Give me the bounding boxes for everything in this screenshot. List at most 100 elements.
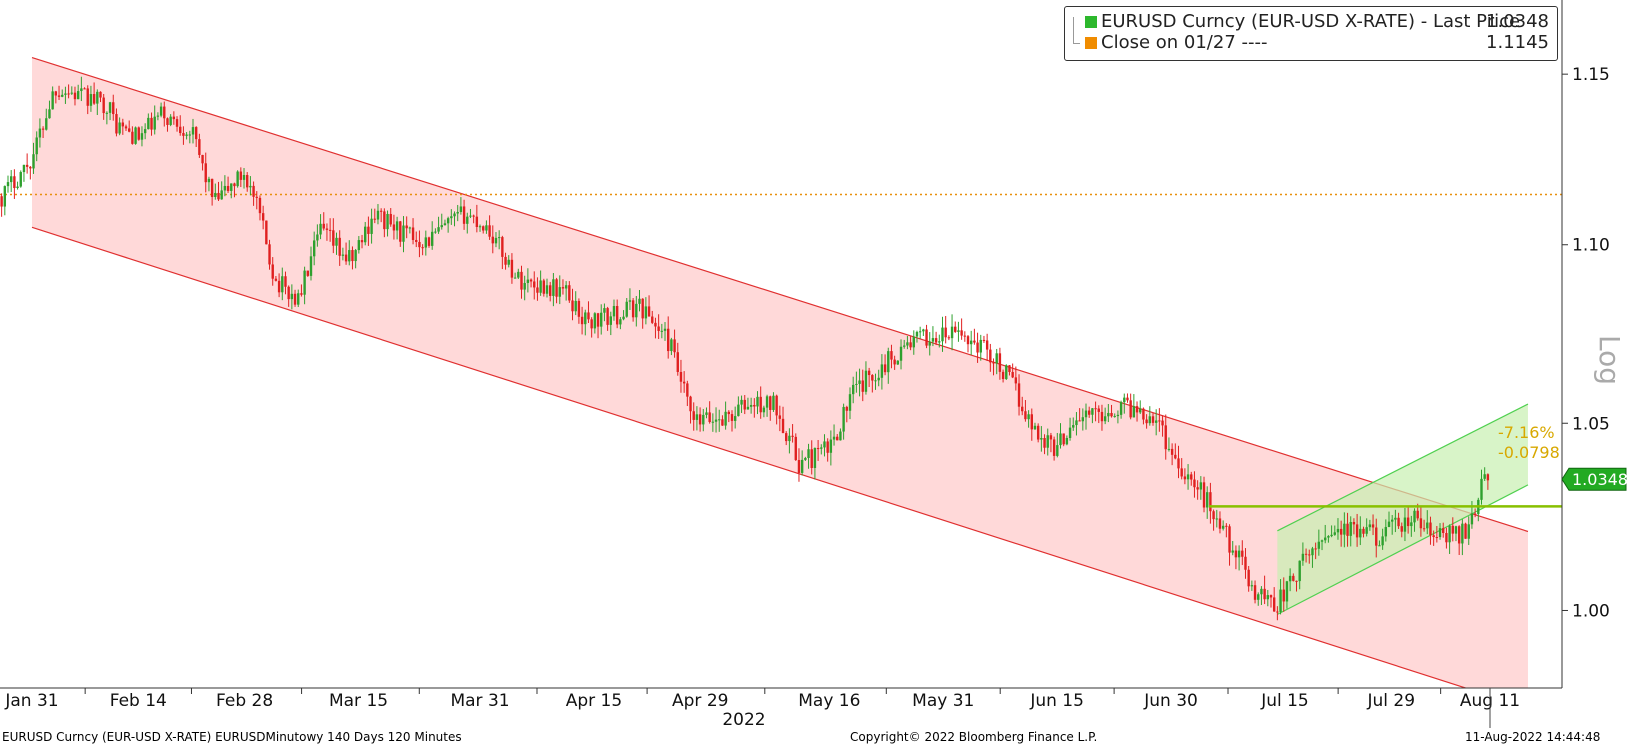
candle-body [1088,410,1091,415]
candle-body [194,127,198,140]
candle-body [820,447,823,449]
candle-body [568,285,571,301]
candle-body [338,237,341,256]
candle-body [335,237,338,246]
candle-body [555,279,558,297]
x-tick-label: Mar 15 [329,691,388,711]
candle-body [1333,532,1336,535]
candle-body [13,176,16,189]
x-tick-label: Jan 31 [4,691,58,711]
candle-body [1355,524,1359,538]
candle-body [1040,437,1043,440]
x-tick-label: Jun 30 [1143,691,1198,711]
candle-body [249,185,252,188]
candle-body [1432,535,1435,538]
candle-body [143,129,147,134]
candle-body [456,211,459,214]
last-price-tag [1561,467,1627,491]
candle-body [1126,397,1129,401]
candle-body [590,319,593,329]
candle-body [1308,554,1311,556]
candle-body [239,171,243,180]
candle-body [804,457,807,460]
candle-body [76,91,80,100]
candle-body [1266,595,1270,600]
candle-body [497,237,501,239]
candle-body [430,231,434,246]
candle-body [756,396,759,407]
candle-body [1097,408,1100,412]
candle-body [437,227,440,232]
plot-area [0,56,1562,688]
candle-body [1078,420,1081,422]
candle-body [622,316,625,320]
candle-body [1180,468,1183,477]
candle-body [644,306,648,319]
candle-body [108,102,112,113]
candle-body [383,211,386,230]
candle-body [1244,556,1247,570]
candle-body [1250,585,1254,587]
candle-body [1403,517,1407,532]
candle-body [520,271,523,290]
candle-body [807,449,810,458]
y-tick-label: 1.05 [1572,414,1610,434]
candle-body [1279,589,1282,612]
candle-body [230,183,233,191]
candle-body [478,226,482,228]
candle-body [1237,550,1241,558]
candle-body [188,134,191,136]
candle-body [1158,420,1161,422]
candle-body [9,176,13,183]
candle-body [137,127,140,140]
candle-body [357,240,361,251]
candle-body [440,225,443,228]
y-tick-label: 1.00 [1572,601,1610,621]
candle-body [692,411,695,420]
candle-body [1467,524,1470,539]
candle-body [705,412,708,415]
candle-body [364,226,367,243]
candle-body [70,92,73,94]
candle-body [312,240,316,257]
candle-body [858,380,861,384]
candle-body [689,396,692,412]
candle-body [389,213,392,225]
candle-body [1435,537,1439,539]
candle-body [887,351,890,373]
candle-body [118,122,121,134]
candle-body [998,353,1002,372]
downtrend-lower-line [31,226,1468,688]
candle-body [115,114,118,134]
candle-body [233,183,236,187]
candle-body [268,244,271,265]
candle-body [1327,536,1330,538]
candle-body [762,407,766,413]
candle-body [635,303,638,318]
candle-body [25,164,29,167]
candle-body [41,128,45,130]
candle-body [584,312,587,325]
candle-body [928,341,931,346]
legend-swatch-last-price [1085,16,1097,28]
candle-body [548,285,552,296]
candle-body [788,435,791,442]
uptrend-upper-line [1277,403,1529,532]
candle-body [354,250,357,262]
candle-body [1301,553,1305,561]
candle-body [303,270,306,295]
candle-body [1381,536,1384,546]
candle-body [1413,510,1416,523]
candle-body [485,225,488,231]
candle-body [1196,487,1199,490]
candle-body [1390,519,1394,522]
candle-body [973,340,976,343]
candle-body [816,448,820,450]
candle-body [1072,425,1075,428]
candle-body [415,239,418,242]
candle-body [1164,425,1167,450]
candle-body [753,404,756,407]
candle-body [1228,526,1231,553]
candle-body [1320,540,1324,542]
